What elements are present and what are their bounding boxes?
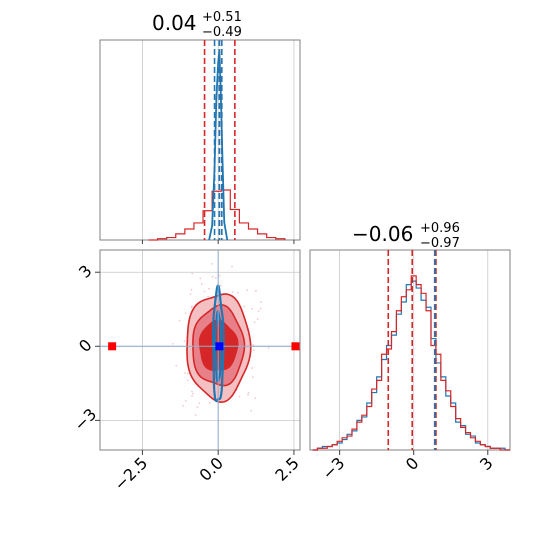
scatter-point bbox=[190, 288, 193, 291]
xtick-label-joint-0: −2.5 bbox=[110, 453, 151, 494]
marker-square-1 bbox=[291, 342, 300, 351]
scatter-point bbox=[259, 307, 262, 310]
scatter-point bbox=[178, 319, 181, 322]
title-param2-median: −0.06 bbox=[352, 222, 413, 246]
scatter-point bbox=[183, 340, 186, 342]
scatter-point bbox=[186, 372, 189, 375]
scatter-point bbox=[260, 301, 262, 303]
scatter-point bbox=[191, 305, 193, 308]
scatter-point bbox=[184, 372, 186, 374]
scatter-point bbox=[175, 364, 178, 367]
ytick-label-joint-1: 0 bbox=[75, 335, 96, 356]
scatter-point bbox=[208, 287, 210, 290]
hist-red-series-p2 bbox=[312, 275, 510, 451]
xtick-label-p2-1: 0 bbox=[402, 453, 423, 474]
scatter-point bbox=[182, 404, 184, 407]
scatter-point bbox=[203, 290, 206, 293]
scatter-point bbox=[184, 312, 187, 315]
scatter-point bbox=[256, 318, 259, 320]
scatter-point bbox=[219, 284, 222, 287]
scatter-point bbox=[199, 277, 202, 280]
marginal-hist-param1 bbox=[99, 39, 301, 241]
scatter-point bbox=[253, 349, 255, 352]
scatter-point bbox=[251, 367, 254, 369]
scatter-point bbox=[191, 272, 194, 275]
title-param1-minus: −0.49 bbox=[202, 25, 242, 40]
frame-p1 bbox=[99, 39, 301, 241]
frame-joint bbox=[99, 249, 301, 451]
scatter-point bbox=[250, 308, 253, 310]
title-param2-plus: +0.96 bbox=[420, 221, 460, 236]
ytick-label-joint-2: 3 bbox=[75, 261, 96, 282]
scatter-point bbox=[200, 283, 203, 286]
marginal-hist-param2 bbox=[309, 249, 511, 451]
title-param1: 0.04 +0.51 −0.49 bbox=[152, 10, 242, 40]
marker-square-0 bbox=[108, 342, 117, 351]
scatter-point bbox=[208, 401, 211, 404]
title-param1-plus: +0.51 bbox=[202, 10, 242, 25]
xtick-label-joint-1: 0.0 bbox=[196, 453, 227, 484]
scatter-point bbox=[184, 399, 187, 402]
scatter-point bbox=[196, 406, 199, 409]
scatter-point bbox=[187, 379, 189, 382]
scatter-point bbox=[252, 376, 254, 378]
title-param2-minus: −0.97 bbox=[420, 236, 460, 251]
axes-ticks: −2.5 0.0 2.5 −3 0 3 −3 0 3 bbox=[70, 240, 497, 494]
scatter-point bbox=[252, 344, 255, 346]
frame-p2 bbox=[309, 249, 511, 451]
scatter-point bbox=[218, 274, 221, 277]
scatter-point bbox=[236, 291, 239, 294]
scatter-point bbox=[171, 343, 174, 345]
marker-square-2 bbox=[215, 342, 224, 351]
scatter-point bbox=[191, 395, 193, 397]
scatter-point bbox=[215, 276, 217, 279]
xtick-label-joint-2: 2.5 bbox=[271, 453, 302, 484]
scatter-point bbox=[192, 392, 194, 395]
scatter-point bbox=[191, 390, 193, 393]
hist-blue-series-p1 bbox=[208, 50, 229, 241]
hist-blue-series-p2 bbox=[312, 280, 510, 451]
scatter-point bbox=[247, 393, 249, 396]
scatter-point bbox=[246, 289, 249, 292]
scatter-point bbox=[254, 397, 257, 400]
title-param1-median: 0.04 bbox=[152, 11, 197, 35]
scatter-point bbox=[231, 291, 234, 293]
hist-red-series-p1 bbox=[148, 189, 286, 241]
scatter-point bbox=[238, 395, 241, 398]
joint-density-panel bbox=[99, 249, 301, 451]
title-param2: −0.06 +0.96 −0.97 bbox=[352, 221, 460, 251]
xtick-label-p2-0: −3 bbox=[318, 453, 348, 483]
scatter-point bbox=[267, 347, 270, 349]
scatter-point bbox=[253, 321, 256, 323]
scatter-point bbox=[189, 293, 192, 296]
scatter-point bbox=[231, 265, 233, 268]
scatter-point bbox=[198, 402, 201, 404]
scatter-point bbox=[207, 295, 210, 298]
scatter-point bbox=[194, 414, 197, 416]
scatter-point bbox=[211, 275, 214, 278]
scatter-point bbox=[255, 289, 257, 292]
scatter-point bbox=[257, 310, 260, 312]
scatter-point bbox=[243, 305, 246, 308]
scatter-point bbox=[210, 263, 213, 265]
xtick-label-p2-2: 3 bbox=[476, 453, 497, 474]
scatter-point bbox=[250, 409, 253, 412]
ytick-label-joint-0: −3 bbox=[70, 405, 100, 435]
scatter-point bbox=[247, 391, 250, 394]
